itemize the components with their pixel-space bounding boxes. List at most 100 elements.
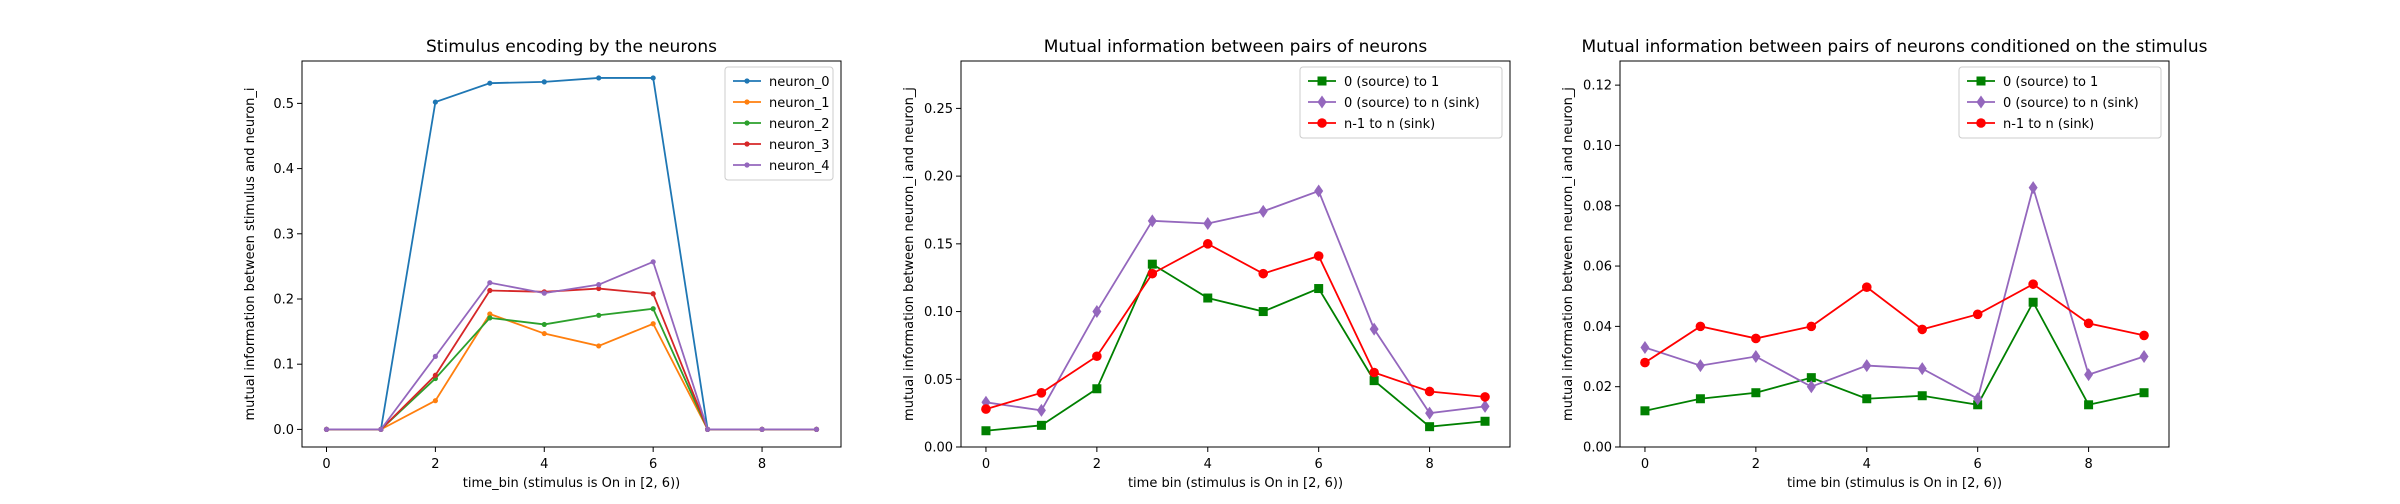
data-point (1314, 184, 1324, 198)
legend: 0 (source) to 1 0 (source) to n (sink) n-1… (1958, 66, 2162, 139)
legend-marker (1976, 76, 1986, 86)
data-point (2084, 400, 2094, 410)
y-tick-label: 0.04 (1583, 320, 1612, 335)
data-point (596, 312, 602, 318)
plot-frame (301, 60, 842, 448)
x-axis-label: time bin (stimulus is On in [2, 6)) (1787, 476, 2002, 491)
data-point (541, 330, 547, 337)
series-line (985, 189, 1486, 415)
series-line (985, 242, 1486, 410)
data-point (1258, 307, 1268, 317)
data-point (1203, 293, 1213, 303)
x-axis-label: time bin (stimulus is On in [2, 6)) (1128, 476, 1343, 491)
data-point (1480, 416, 1490, 426)
x-tick-label: 4 (1863, 457, 1871, 472)
x-tick-label: 6 (649, 457, 657, 472)
legend: neuron_0 neuron_1 neuron_2 neuron_3 neuron_4 (724, 66, 834, 181)
x-tick-label: 2 (431, 457, 439, 472)
data-point (650, 291, 656, 297)
data-point (1036, 420, 1046, 430)
data-point (1258, 268, 1269, 279)
data-point (2139, 350, 2149, 364)
series-line (1644, 300, 2145, 412)
y-tick-label: 0.5 (273, 97, 294, 112)
data-point (1092, 384, 1102, 394)
chart-title: Mutual information between pairs of neur… (1582, 37, 2208, 57)
data-point (541, 290, 547, 296)
data-point (1314, 284, 1324, 294)
legend-marker (744, 120, 750, 126)
data-point (1640, 340, 1650, 354)
y-axis-label: mutual information between stimulus and … (243, 87, 258, 420)
y-tick-label: 0.08 (1583, 199, 1612, 214)
plot-frame (960, 60, 1511, 448)
x-tick-label: 4 (1204, 457, 1212, 472)
series-line (985, 262, 1486, 432)
y-tick-label: 0.2 (273, 292, 294, 307)
data-point (813, 426, 820, 432)
data-point (1147, 268, 1158, 279)
data-point (1973, 392, 1983, 406)
data-point (596, 75, 602, 81)
series-line (326, 260, 817, 431)
data-point (981, 426, 991, 436)
data-point (487, 287, 493, 294)
series-2 (1640, 181, 2149, 406)
data-point (1917, 391, 1927, 401)
data-point (1751, 350, 1761, 364)
x-tick-label: 6 (1974, 457, 1982, 472)
data-point (1147, 214, 1157, 228)
data-point (1917, 324, 1928, 335)
data-point (541, 79, 547, 85)
data-point (1862, 394, 1872, 404)
chart-panel-3: Mutual information between pairs of neur… (1561, 37, 2208, 491)
y-tick-label: 0.10 (924, 305, 953, 320)
x-tick-label: 0 (1641, 457, 1649, 472)
y-tick-label: 0.00 (924, 441, 953, 456)
data-point (1425, 422, 1435, 432)
y-axis-label: mutual information between neuron_i and … (902, 87, 917, 421)
data-point (596, 282, 602, 288)
series-1 (1640, 297, 2149, 416)
series-5 (323, 259, 820, 432)
y-tick-label: 0.0 (273, 423, 294, 438)
data-point (1480, 392, 1490, 402)
legend-marker (1317, 95, 1327, 109)
data-point (487, 315, 493, 321)
y-tick-label: 0.25 (924, 102, 953, 117)
y-axis-label: mutual information between neuron_i and … (1561, 87, 1576, 421)
data-point (1258, 204, 1268, 218)
x-tick-label: 4 (540, 457, 548, 472)
x-tick-label: 0 (322, 457, 330, 472)
legend-label: n-1 to n (sink) (1344, 117, 1435, 132)
legend-marker (1976, 95, 1986, 109)
data-point (1972, 309, 1983, 320)
data-point (1092, 305, 1102, 319)
y-tick-label: 0.3 (273, 227, 294, 242)
data-point (1425, 406, 1435, 420)
legend-label: neuron_4 (769, 159, 830, 174)
data-point (1751, 333, 1761, 344)
data-point (2028, 181, 2038, 195)
series-line (1644, 184, 2145, 401)
data-point (1861, 282, 1872, 292)
data-point (487, 280, 493, 286)
x-tick-label: 0 (982, 457, 990, 472)
legend-marker (744, 162, 750, 168)
data-point (1640, 406, 1650, 416)
data-point (705, 426, 711, 432)
x-tick-label: 8 (758, 457, 766, 472)
data-point (1424, 386, 1435, 397)
x-tick-label: 2 (1093, 457, 1101, 472)
data-point (650, 321, 656, 327)
y-tick-label: 0.10 (1583, 139, 1612, 154)
data-point (1369, 367, 1379, 378)
legend-marker (1317, 118, 1327, 128)
y-tick-label: 0.12 (1583, 79, 1612, 94)
data-point (2139, 388, 2149, 398)
data-point (1695, 394, 1705, 404)
data-point (432, 372, 438, 378)
data-point (1313, 251, 1324, 261)
